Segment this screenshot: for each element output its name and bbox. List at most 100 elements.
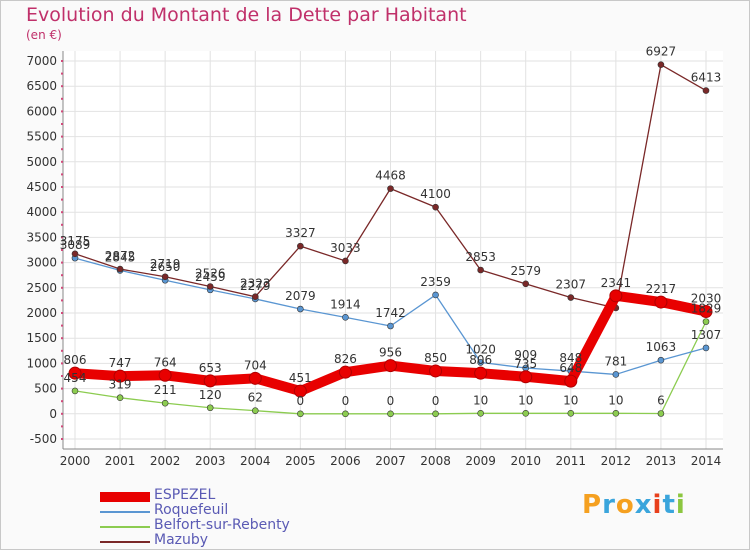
y-minor-tick	[61, 400, 63, 403]
y-minor-tick	[61, 349, 63, 352]
data-label: 6413	[691, 71, 722, 85]
data-label: 1307	[691, 328, 722, 342]
data-label: 735	[514, 357, 537, 371]
data-label: 909	[514, 348, 537, 362]
data-label: 850	[424, 351, 447, 365]
y-tick-label: 0	[49, 407, 57, 421]
data-point	[206, 404, 214, 412]
data-point	[432, 410, 439, 418]
y-minor-tick	[61, 148, 63, 151]
data-point	[564, 374, 578, 388]
data-point	[248, 371, 262, 385]
data-label: 2845	[105, 250, 136, 264]
legend-swatch	[100, 492, 150, 502]
legend-swatch	[100, 526, 150, 528]
data-label: 2359	[420, 275, 451, 289]
y-minor-tick	[61, 312, 63, 314]
x-tick-label: 2010	[510, 454, 541, 468]
x-tick-label: 2011	[556, 454, 587, 468]
data-label: 2030	[691, 291, 722, 305]
data-label: 1063	[646, 340, 677, 354]
data-point	[342, 314, 349, 321]
data-point	[297, 242, 304, 250]
y-minor-tick	[61, 425, 63, 428]
y-tick-label: 3500	[26, 230, 57, 244]
y-tick-label: 7000	[26, 54, 57, 68]
data-label: 2853	[465, 250, 496, 264]
data-label: 454	[64, 371, 87, 385]
y-tick-label: 2500	[26, 281, 57, 295]
data-label: 319	[109, 378, 132, 392]
data-point	[342, 410, 349, 418]
data-label: 1020	[465, 342, 496, 356]
plot-area	[63, 51, 723, 449]
data-point	[342, 257, 349, 265]
data-label: 3089	[60, 238, 91, 252]
y-minor-tick	[61, 97, 63, 100]
data-label: 10	[518, 393, 533, 407]
legend-label: Belfort-sur-Rebenty	[154, 517, 290, 533]
x-tick-label: 2013	[646, 454, 677, 468]
data-point	[522, 280, 530, 288]
y-minor-tick	[61, 438, 63, 440]
data-label: 2650	[150, 260, 181, 274]
data-point	[477, 359, 484, 366]
logo-letter: o	[615, 490, 635, 520]
y-tick-label: 6500	[26, 79, 57, 93]
y-minor-tick	[61, 173, 63, 176]
y-tick-label: 6000	[26, 104, 57, 118]
y-minor-tick	[61, 198, 63, 201]
data-point	[387, 410, 394, 418]
y-tick-label: 5000	[26, 155, 57, 169]
data-point	[519, 370, 533, 384]
y-tick-label: 5500	[26, 130, 57, 144]
data-point	[432, 203, 439, 211]
data-label: 211	[154, 383, 177, 397]
data-label: 2217	[646, 282, 677, 296]
x-tick-label: 2004	[240, 454, 271, 468]
data-point	[297, 305, 304, 313]
data-point	[522, 409, 530, 417]
data-label: 747	[109, 356, 132, 370]
data-label: 956	[379, 346, 402, 360]
y-tick-label: 4500	[26, 180, 57, 194]
proxiti-logo: Proxiti	[582, 490, 686, 520]
data-point	[293, 384, 307, 398]
data-point	[116, 265, 124, 273]
y-minor-tick	[61, 135, 63, 138]
x-tick-label: 2014	[691, 454, 722, 468]
x-tick-label: 2005	[285, 454, 316, 468]
data-label: 2719	[150, 257, 181, 271]
legend-label: Mazuby	[154, 532, 209, 548]
data-point	[158, 368, 172, 382]
data-label: 4100	[420, 187, 451, 201]
data-point	[657, 61, 665, 68]
logo-letter: P	[582, 490, 603, 520]
y-minor-tick	[61, 160, 63, 163]
data-point	[477, 266, 484, 274]
y-minor-tick	[61, 186, 63, 188]
data-label: 1829	[691, 302, 722, 316]
y-minor-tick	[61, 261, 63, 264]
y-minor-tick	[61, 337, 63, 340]
y-minor-tick	[61, 60, 63, 62]
y-minor-tick	[61, 299, 63, 302]
legend-label: ESPEZEL	[154, 487, 216, 503]
data-label: 3033	[330, 241, 361, 255]
data-label: 848	[559, 351, 582, 365]
y-minor-tick	[61, 72, 63, 75]
data-label: 2079	[285, 289, 316, 303]
logo-letter: t	[662, 490, 676, 520]
data-point	[432, 291, 439, 299]
chart-subtitle: (en €)	[26, 28, 62, 42]
data-point	[384, 359, 397, 373]
data-point	[612, 409, 620, 417]
data-label: 2526	[195, 266, 226, 280]
data-label: 764	[154, 355, 177, 369]
data-point	[113, 369, 127, 383]
data-label: 2341	[601, 276, 632, 290]
data-label: 3327	[285, 226, 316, 240]
y-minor-tick	[61, 85, 63, 88]
data-point	[338, 365, 352, 379]
